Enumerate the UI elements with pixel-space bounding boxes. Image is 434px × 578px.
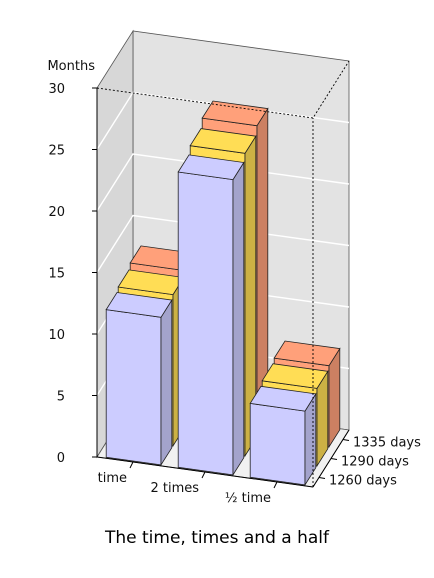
x-tick <box>273 481 278 489</box>
bar-front-face <box>249 402 306 486</box>
depth-tick <box>330 458 338 460</box>
y-tick-label: 5 <box>57 390 65 405</box>
y-tick-label: 0 <box>57 451 65 466</box>
bar-top-face <box>261 363 329 389</box>
bar-top-face <box>177 154 245 181</box>
gridline <box>96 91 350 150</box>
bar <box>177 154 245 477</box>
bar-top-face <box>105 292 173 318</box>
y-tick-label: 15 <box>48 267 65 282</box>
chart-title: The time, times and a half <box>104 528 329 548</box>
bar-top-face <box>189 128 257 154</box>
series-label: 1290 days <box>341 455 409 470</box>
chart-labels: 0 5 10 15 20 25 30 Months time 2 times ½ time 1260 … <box>47 59 421 506</box>
y-tick-label: 10 <box>48 328 65 343</box>
frame-top-edge <box>96 60 350 119</box>
y-tick-label: 30 <box>48 82 65 97</box>
bar-top-face <box>273 340 341 367</box>
x-tick-label: 2 times <box>150 481 199 496</box>
y-tick-label: 25 <box>48 144 65 159</box>
depth-tick <box>318 477 326 479</box>
bar <box>105 292 173 467</box>
bar-top-face <box>201 100 269 127</box>
y-axis-label: Months <box>47 59 95 74</box>
x-tick <box>129 461 134 469</box>
bar-side-face <box>232 161 245 477</box>
chart-bars <box>105 100 341 487</box>
bar-top-face <box>249 385 317 412</box>
bar-side-face <box>160 298 173 467</box>
x-tick-label: time <box>98 471 127 486</box>
bar-front-face <box>177 171 234 476</box>
bar-front-face <box>105 309 162 466</box>
gridline <box>96 214 350 273</box>
bar <box>249 385 317 487</box>
y-tick-label: 20 <box>48 205 65 220</box>
depth-tick <box>342 439 350 441</box>
gridline <box>96 153 350 212</box>
series-label: 1335 days <box>353 436 421 451</box>
series-label: 1260 days <box>329 474 397 489</box>
x-tick <box>201 471 206 479</box>
x-tick-label: ½ time <box>225 491 271 506</box>
